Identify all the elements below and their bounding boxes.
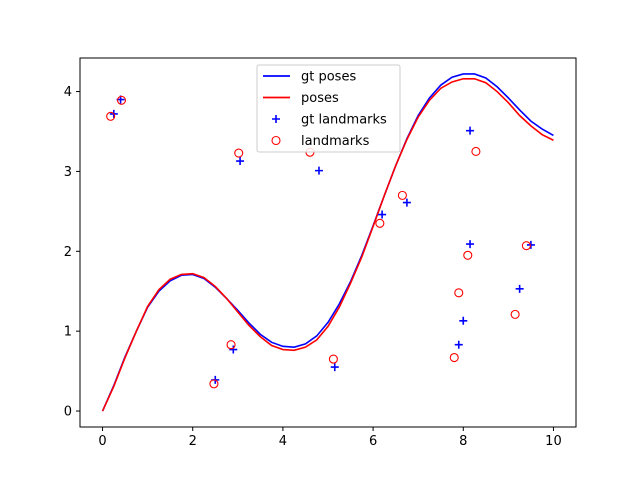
data-point xyxy=(515,284,524,293)
data-point xyxy=(466,240,475,249)
data-point xyxy=(402,198,411,207)
legend-swatch xyxy=(272,115,280,123)
y-tick-label: 3 xyxy=(64,165,72,180)
data-point xyxy=(454,340,463,349)
data-point xyxy=(378,210,387,219)
y-tick-label: 0 xyxy=(64,405,72,420)
axes: 0 2 4 6 8 10 0 1 2 3 4 xyxy=(64,85,562,449)
x-tick-label: 6 xyxy=(369,434,377,449)
data-point xyxy=(236,157,245,166)
data-point xyxy=(116,95,127,105)
data-point xyxy=(459,316,468,325)
data-point xyxy=(449,352,459,363)
legend-box xyxy=(256,64,401,153)
data-point xyxy=(521,241,531,251)
x-tick-label: 2 xyxy=(189,434,197,449)
data-point xyxy=(106,111,116,121)
legend-item: landmarks xyxy=(271,134,370,149)
data-point xyxy=(314,166,323,175)
y-tick-label: 1 xyxy=(64,325,72,340)
series-line xyxy=(101,73,554,412)
legend-label: landmarks xyxy=(301,134,370,149)
y-tick-label: 2 xyxy=(64,245,72,260)
series-poses xyxy=(101,77,554,412)
x-tick-label: 0 xyxy=(98,434,106,449)
data-point xyxy=(463,250,473,260)
series-gt-poses xyxy=(101,73,554,412)
data-point xyxy=(466,126,475,135)
plot-frame xyxy=(79,57,577,428)
legend-item: gt poses xyxy=(263,70,356,85)
legend-label: poses xyxy=(301,91,339,106)
data-point xyxy=(454,288,464,298)
data-point xyxy=(226,340,236,350)
x-tick-label: 4 xyxy=(279,434,287,449)
legend-item: poses xyxy=(263,91,339,106)
data-point xyxy=(375,218,385,228)
legend-swatch xyxy=(271,135,281,146)
x-tick-label: 10 xyxy=(545,434,562,449)
legend-item: gt landmarks xyxy=(272,113,387,128)
legend-label: gt landmarks xyxy=(301,113,387,128)
data-point xyxy=(330,363,339,372)
data-point xyxy=(229,345,238,354)
data-point xyxy=(526,240,535,249)
legend: gt poses poses gt landmarks landmarks xyxy=(256,64,401,153)
legend-label: gt poses xyxy=(301,70,356,85)
x-tick-label: 8 xyxy=(459,434,467,449)
data-point xyxy=(209,379,219,389)
data-point xyxy=(328,354,338,364)
data-point xyxy=(510,309,520,319)
data-point xyxy=(471,146,481,156)
data-point xyxy=(397,190,407,200)
data-point xyxy=(234,148,244,158)
series-line xyxy=(101,77,554,412)
y-tick-label: 4 xyxy=(64,85,72,100)
